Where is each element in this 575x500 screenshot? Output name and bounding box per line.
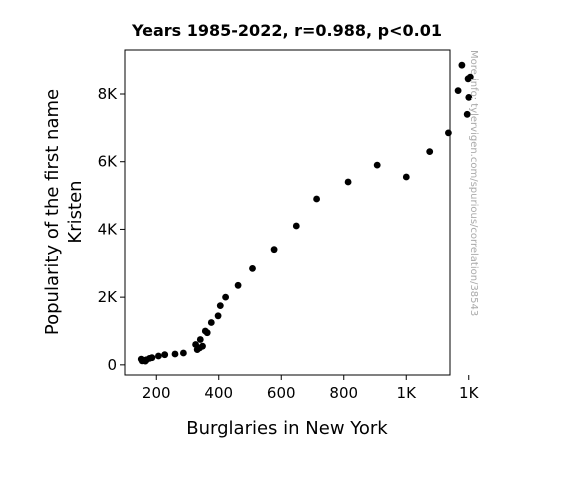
y-axis-ticks: 0 2K 4K 6K 8K	[98, 85, 125, 374]
y-tick-label-4: 8K	[98, 85, 119, 103]
data-point-4	[465, 94, 473, 101]
y-axis-label: Popularity of the first name	[42, 89, 63, 335]
y-tick-label-0: 0	[107, 356, 117, 374]
data-points	[137, 61, 474, 365]
data-point-27	[180, 349, 187, 357]
data-point-12	[292, 222, 300, 230]
data-point-5	[463, 110, 471, 118]
data-point-18	[214, 312, 222, 320]
data-point-30	[155, 352, 162, 360]
y-axis-label-line2: Kristen	[65, 180, 86, 243]
data-point-0	[458, 61, 466, 69]
data-point-28	[171, 350, 179, 358]
data-point-26	[193, 346, 201, 353]
source-watermark: More info: tylervigen.com/spurious/corre…	[468, 50, 479, 316]
y-tick-label-1: 2K	[98, 288, 119, 306]
chart-title: Years 1985-2022, r=0.988, p<0.01	[131, 21, 442, 40]
x-tick-label-0: 200	[142, 384, 171, 402]
x-tick-label-4: 1K	[397, 384, 418, 402]
data-point-19	[207, 319, 215, 326]
x-axis-ticks: 200 400 600 800 1K 1K	[142, 375, 480, 402]
data-point-15	[234, 281, 242, 289]
data-point-10	[344, 178, 352, 186]
x-tick-label-2: 600	[267, 384, 296, 402]
plot-area	[124, 49, 451, 376]
data-point-13	[270, 246, 278, 254]
x-tick-label-1: 400	[204, 384, 233, 402]
data-point-14	[249, 265, 256, 272]
data-point-7	[426, 148, 434, 156]
data-point-8	[373, 161, 381, 169]
data-point-37	[141, 357, 149, 365]
data-point-9	[402, 173, 410, 181]
y-tick-label-3: 6K	[98, 153, 119, 171]
data-point-21	[203, 329, 211, 337]
data-point-3	[454, 87, 462, 94]
x-axis-label: Burglaries in New York	[186, 418, 388, 439]
data-point-17	[216, 302, 224, 309]
data-point-29	[161, 351, 169, 359]
data-point-11	[313, 195, 320, 203]
data-point-6	[445, 129, 452, 137]
data-point-16	[222, 293, 230, 301]
data-point-22	[196, 336, 204, 343]
data-point-2	[464, 75, 472, 83]
x-tick-label-5: 1K	[459, 384, 480, 402]
y-tick-label-2: 4K	[98, 220, 119, 238]
x-tick-label-3: 800	[329, 384, 358, 402]
